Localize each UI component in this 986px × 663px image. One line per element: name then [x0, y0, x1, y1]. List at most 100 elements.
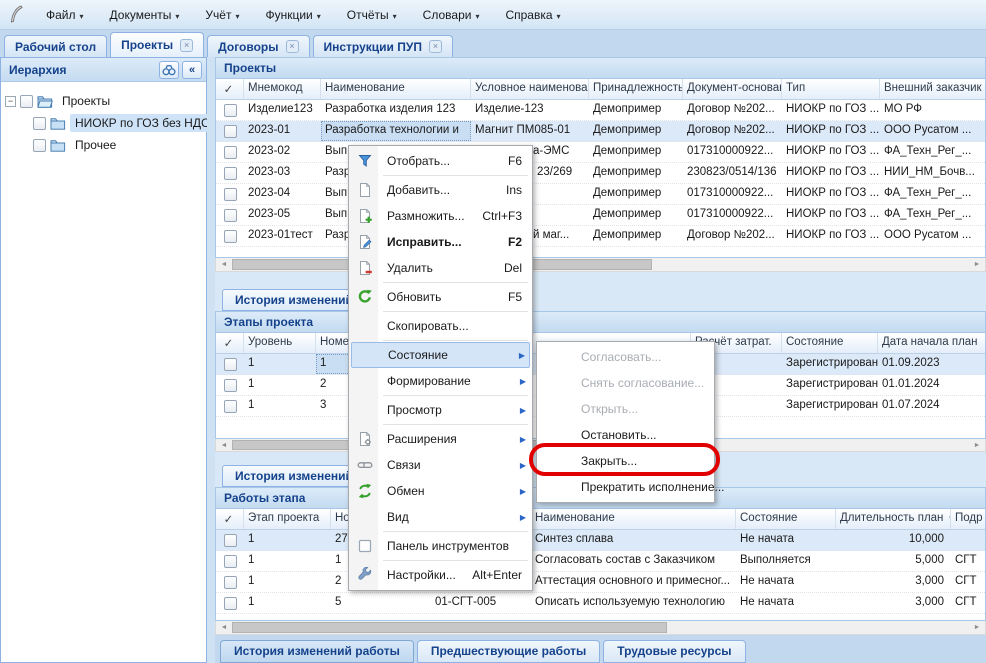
column-header[interactable]: Дата начала план [878, 333, 985, 353]
column-header[interactable]: Уровень [244, 333, 316, 353]
table-row[interactable]: 1 27 Синтез сплава Не начата 10,000 [216, 530, 985, 551]
table-row[interactable]: 1 1 Согласовать состав с Заказчиком Выполня… [216, 551, 985, 572]
close-icon[interactable]: × [428, 40, 442, 53]
menubar-item-отчёты[interactable]: Отчёты ▾ [346, 7, 397, 22]
menu-item-скопировать[interactable]: Скопировать... [351, 313, 530, 339]
row-checkbox[interactable] [223, 378, 237, 392]
tree-checkbox[interactable] [33, 116, 46, 130]
tab-проекты[interactable]: Проекты × [110, 32, 205, 57]
scroll-track[interactable] [232, 258, 969, 271]
table-row[interactable]: 2023-01 Разработка технологии и Магнит ПМ0… [216, 121, 985, 142]
column-header[interactable]: Принадлежность [589, 79, 683, 99]
tree-item-ниокр-по-гоз-без-ндс[interactable]: НИОКР по ГОЗ без НДС [5, 112, 215, 134]
select-all-header[interactable]: ✓ [216, 509, 244, 529]
scroll-left-button[interactable]: ◄ [220, 624, 228, 631]
tree-checkbox[interactable] [20, 94, 33, 108]
bottom-tab-предшествующие-работы[interactable]: Предшествующие работы [416, 640, 601, 663]
menubar-item-словари[interactable]: Словари ▾ [422, 7, 480, 22]
column-header[interactable]: Мнемокод [244, 79, 321, 99]
scroll-right-button[interactable]: ► [973, 261, 981, 268]
menu-item-размножить[interactable]: Размножить... Ctrl+F3 [351, 203, 530, 229]
column-header[interactable]: Наименование [321, 79, 471, 99]
menu-item-остановить[interactable]: Остановить... [539, 422, 712, 448]
row-checkbox[interactable] [223, 145, 237, 159]
select-all-header[interactable]: ✓ [216, 79, 244, 99]
menu-item-отобрать[interactable]: Отобрать... F6 [351, 148, 530, 174]
column-header[interactable]: Состояние [782, 333, 878, 353]
menu-item-расширения[interactable]: Расширения ▶ [351, 426, 530, 452]
row-checkbox[interactable] [223, 208, 237, 222]
table-row[interactable]: 2023-03 Разр 23/269 Демопример 230823/0514/1… [216, 163, 985, 184]
menu-item-вид[interactable]: Вид ▶ [351, 504, 530, 530]
menubar-item-функции[interactable]: Функции ▾ [265, 7, 321, 22]
close-icon[interactable]: × [285, 40, 299, 53]
row-checkbox[interactable] [223, 596, 237, 610]
row-checkbox[interactable] [223, 124, 237, 138]
row-checkbox[interactable] [223, 166, 237, 180]
scroll-right-button[interactable]: ► [973, 624, 981, 631]
menu-item-связи[interactable]: Связи ▶ [351, 452, 530, 478]
menu-item-закрыть[interactable]: Закрыть... [539, 448, 712, 474]
bottom-tab-история-изменений-работы[interactable]: История изменений работы [220, 640, 414, 663]
menu-item-исправить[interactable]: Исправить... F2 [351, 229, 530, 255]
close-icon[interactable]: × [180, 38, 194, 52]
row-checkbox[interactable] [223, 187, 237, 201]
menu-item-состояние[interactable]: Состояние ▶ [351, 342, 530, 368]
find-button[interactable] [159, 60, 179, 79]
scroll-right-button[interactable]: ► [973, 441, 981, 449]
scroll-track[interactable] [232, 621, 969, 634]
tab-рабочий-стол[interactable]: Рабочий стол [4, 35, 108, 57]
tab-stage-history[interactable]: История изменений э... [222, 465, 382, 487]
row-checkbox[interactable] [223, 533, 237, 547]
row-checkbox[interactable] [223, 554, 237, 568]
tab-инструкции-пуп[interactable]: Инструкции ПУП × [312, 35, 453, 57]
table-row[interactable]: 2023-05 Вып Демопример 017310000922... НИОКР… [216, 205, 985, 226]
column-header[interactable]: Условное наименован [471, 79, 589, 99]
table-row[interactable]: Изделие123 Разработка изделия 123 Изделие-… [216, 100, 985, 121]
column-header[interactable]: Внешний заказчик [880, 79, 985, 99]
menubar-item-документы[interactable]: Документы ▾ [109, 7, 180, 22]
menu-item-настройки[interactable]: Настройки... Alt+Enter [351, 562, 530, 588]
bottom-tab-трудовые-ресурсы[interactable]: Трудовые ресурсы [603, 640, 746, 663]
tab-договоры[interactable]: Договоры × [207, 35, 310, 57]
row-checkbox[interactable] [223, 229, 237, 243]
column-header[interactable]: Подр [951, 509, 985, 529]
column-header[interactable]: Тип [782, 79, 880, 99]
menubar-item-файл[interactable]: Файл ▾ [46, 7, 84, 22]
menu-item-удалить[interactable]: Удалить Del [351, 255, 530, 281]
menu-item-добавить[interactable]: Добавить... Ins [351, 177, 530, 203]
table-row[interactable]: 2023-02 Вып а-ЭМС Демопример 017310000922...… [216, 142, 985, 163]
menu-item-прекратить-исполнение[interactable]: Прекратить исполнение... [539, 474, 725, 500]
tree-checkbox[interactable] [33, 138, 46, 152]
scroll-left-button[interactable]: ◄ [220, 441, 228, 449]
tab-project-history[interactable]: История изменений п... [222, 289, 382, 311]
column-header[interactable]: Наименование [531, 509, 736, 529]
menu-item-обмен[interactable]: Обмен ▶ [351, 478, 530, 504]
table-row[interactable]: 1 2 Аттестация основного и примесног... Не … [216, 572, 985, 593]
row-checkbox[interactable] [223, 575, 237, 589]
table-row[interactable]: 2023-04 Вып Демопример 017310000922... НИОКР… [216, 184, 985, 205]
table-row[interactable]: 2023-01тест Разр й маг... Демопример Договор… [216, 226, 985, 247]
column-header[interactable]: Документ-основан [683, 79, 782, 99]
horizontal-scrollbar[interactable]: ◄ ► [215, 258, 986, 272]
menu-item-формирование[interactable]: Формирование ▶ [351, 368, 530, 394]
menu-item-просмотр[interactable]: Просмотр ▶ [351, 397, 530, 423]
menubar-item-учёт[interactable]: Учёт ▾ [205, 7, 240, 22]
scroll-left-button[interactable]: ◄ [220, 261, 228, 268]
tree-item-проекты[interactable]: − Проекты [5, 90, 202, 112]
row-checkbox[interactable] [223, 357, 237, 371]
row-checkbox[interactable] [223, 399, 237, 413]
collapse-panel-button[interactable]: « [182, 60, 202, 79]
column-header[interactable]: Этап проекта [244, 509, 331, 529]
scroll-thumb[interactable] [232, 622, 667, 633]
menu-item-обновить[interactable]: Обновить F5 [351, 284, 530, 310]
select-all-header[interactable]: ✓ [216, 333, 244, 353]
column-header[interactable]: Длительность план▼ [836, 509, 951, 529]
splitter[interactable] [207, 57, 215, 663]
menu-item-панель-инструментов[interactable]: Панель инструментов [351, 533, 530, 559]
menubar-item-справка[interactable]: Справка ▾ [505, 7, 561, 22]
tree-collapse-icon[interactable]: − [5, 95, 16, 107]
column-header[interactable]: Состояние [736, 509, 836, 529]
row-checkbox[interactable] [223, 103, 237, 117]
horizontal-scrollbar[interactable]: ◄ ► [215, 621, 986, 635]
